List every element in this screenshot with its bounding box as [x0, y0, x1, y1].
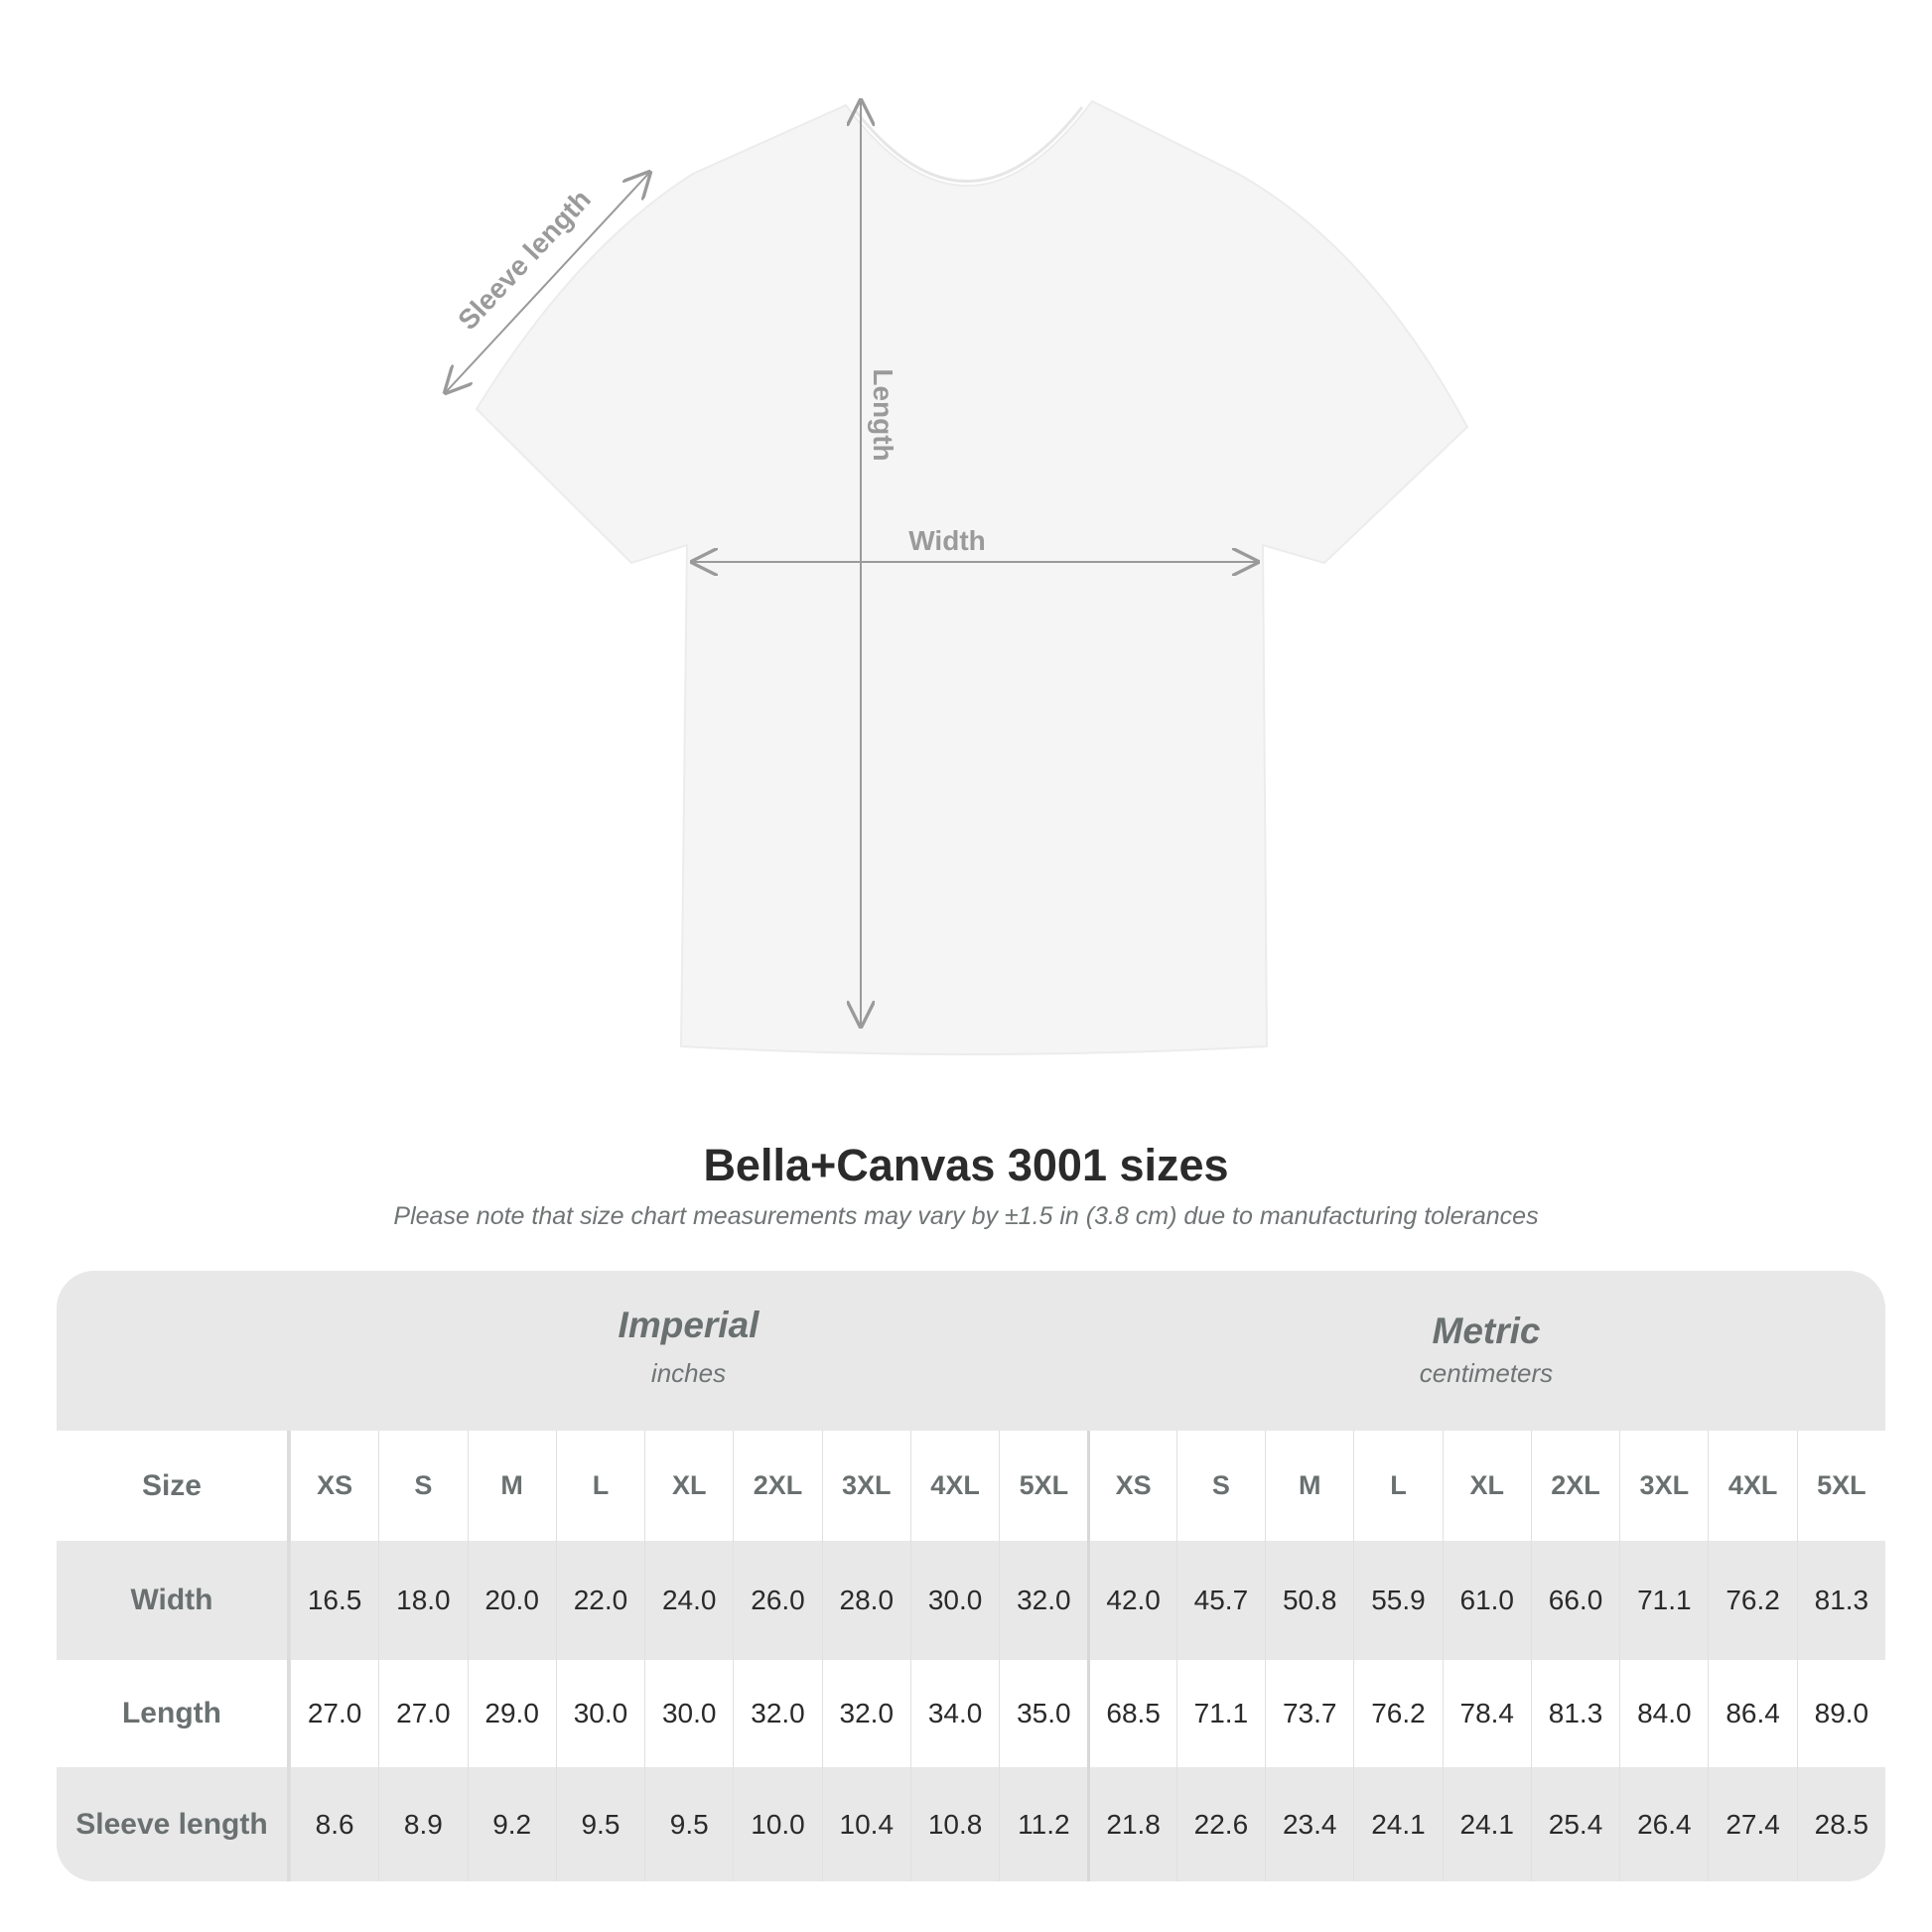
size-header-cell: 2XL — [733, 1431, 821, 1541]
size-table: Imperial inches Metric centimeters Size X… — [57, 1271, 1885, 1881]
table-cell: 30.0 — [644, 1660, 733, 1767]
size-header-cell: M — [1265, 1431, 1353, 1541]
table-cell: 86.4 — [1708, 1660, 1796, 1767]
size-header-cell: 4XL — [1708, 1431, 1796, 1541]
table-cell: 8.9 — [378, 1767, 467, 1881]
table-cell: 76.2 — [1708, 1541, 1796, 1660]
table-cell: 32.0 — [733, 1660, 821, 1767]
table-cell: 26.4 — [1619, 1767, 1708, 1881]
table-cell: 84.0 — [1619, 1660, 1708, 1767]
metric-unit: centimeters — [1419, 1358, 1554, 1388]
table-cell: 10.0 — [733, 1767, 821, 1881]
table-cell: 32.0 — [821, 1660, 910, 1767]
table-cell: 73.7 — [1265, 1660, 1353, 1767]
table-cell: 28.5 — [1796, 1767, 1885, 1881]
table-row: Sleeve length 8.6 8.9 9.2 9.5 9.5 10.0 10.4 10.8… — [57, 1767, 1885, 1881]
table-cell: 24.0 — [644, 1541, 733, 1660]
metric-label: Metric — [1432, 1311, 1541, 1351]
table-cell: 78.4 — [1442, 1660, 1531, 1767]
table-cell: 81.3 — [1796, 1541, 1885, 1660]
table-cell: 42.0 — [1087, 1541, 1175, 1660]
table-cell: 30.0 — [909, 1541, 999, 1660]
size-header-cell: 5XL — [999, 1431, 1087, 1541]
table-cell: 50.8 — [1265, 1541, 1353, 1660]
table-cell: 21.8 — [1087, 1767, 1175, 1881]
table-cell: 10.4 — [821, 1767, 910, 1881]
size-header-row: Size XS S M L XL 2XL 3XL 4XL 5XL XS S M L XL 2XL 3XL 4XL 5… — [57, 1431, 1885, 1541]
table-row: Width 16.5 18.0 20.0 22.0 24.0 26.0 28.0 30.0 32.… — [57, 1541, 1885, 1660]
page-subtitle: Please note that size chart measurements… — [393, 1202, 1539, 1230]
table-cell: 18.0 — [378, 1541, 467, 1660]
sleeve-arrow — [446, 173, 649, 392]
row-label: Sleeve length — [57, 1767, 290, 1881]
table-cell: 28.0 — [821, 1541, 910, 1660]
imperial-label: Imperial — [618, 1305, 759, 1345]
table-cell: 32.0 — [999, 1541, 1087, 1660]
imperial-header: Imperial inches — [290, 1271, 1087, 1431]
page-title: Bella+Canvas 3001 sizes — [703, 1140, 1229, 1190]
size-header-cell: XL — [644, 1431, 733, 1541]
width-label: Width — [908, 525, 986, 556]
table-cell: 24.1 — [1353, 1767, 1442, 1881]
table-cell: 55.9 — [1353, 1541, 1442, 1660]
table-cell: 26.0 — [733, 1541, 821, 1660]
table-cell: 81.3 — [1530, 1660, 1619, 1767]
size-header-cell: 3XL — [821, 1431, 910, 1541]
table-cell: 20.0 — [467, 1541, 556, 1660]
table-cell: 9.5 — [644, 1767, 733, 1881]
size-header-cell: S — [1175, 1431, 1265, 1541]
table-cell: 9.5 — [555, 1767, 644, 1881]
table-cell: 30.0 — [555, 1660, 644, 1767]
table-cell: 45.7 — [1175, 1541, 1265, 1660]
size-header-cell: XS — [289, 1431, 378, 1541]
table-cell: 24.1 — [1442, 1767, 1531, 1881]
row-label: Size — [57, 1431, 290, 1541]
table-cell: 25.4 — [1530, 1767, 1619, 1881]
table-cell: 11.2 — [999, 1767, 1087, 1881]
table-cell: 71.1 — [1619, 1541, 1708, 1660]
table-cell: 9.2 — [467, 1767, 556, 1881]
size-header-cell: L — [555, 1431, 644, 1541]
table-cell: 8.6 — [289, 1767, 378, 1881]
size-header-cell: M — [467, 1431, 556, 1541]
metric-header: Metric centimeters — [1087, 1271, 1885, 1431]
table-cell: 71.1 — [1175, 1660, 1265, 1767]
size-header-cell: S — [378, 1431, 467, 1541]
row-label: Width — [57, 1541, 290, 1660]
table-cell: 27.0 — [378, 1660, 467, 1767]
size-header-cell: 2XL — [1530, 1431, 1619, 1541]
table-cell: 89.0 — [1796, 1660, 1885, 1767]
table-cell: 23.4 — [1265, 1767, 1353, 1881]
table-row: Length 27.0 27.0 29.0 30.0 30.0 32.0 32.0 34.0 35… — [57, 1660, 1885, 1767]
table-cell: 68.5 — [1087, 1660, 1175, 1767]
table-cell: 34.0 — [909, 1660, 999, 1767]
length-label: Length — [868, 368, 898, 461]
table-cell: 76.2 — [1353, 1660, 1442, 1767]
size-header-cell: 3XL — [1619, 1431, 1708, 1541]
table-cell: 16.5 — [289, 1541, 378, 1660]
table-cell: 29.0 — [467, 1660, 556, 1767]
row-label: Length — [57, 1660, 290, 1767]
size-header-cell: L — [1353, 1431, 1442, 1541]
table-cell: 61.0 — [1442, 1541, 1531, 1660]
imperial-unit: inches — [650, 1358, 727, 1388]
table-cell: 27.0 — [289, 1660, 378, 1767]
tshirt-shape — [475, 99, 1469, 1055]
size-header-cell: XS — [1087, 1431, 1175, 1541]
tshirt-diagram: Length Width Sleeve length — [0, 0, 1469, 1055]
table-cell: 66.0 — [1530, 1541, 1619, 1660]
table-cell: 35.0 — [999, 1660, 1087, 1767]
table-cell: 22.6 — [1175, 1767, 1265, 1881]
size-header-cell: 4XL — [909, 1431, 999, 1541]
size-header-cell: XL — [1442, 1431, 1531, 1541]
table-cell: 22.0 — [555, 1541, 644, 1660]
size-header-cell: 5XL — [1796, 1431, 1885, 1541]
table-cell: 27.4 — [1708, 1767, 1796, 1881]
table-cell: 10.8 — [909, 1767, 999, 1881]
